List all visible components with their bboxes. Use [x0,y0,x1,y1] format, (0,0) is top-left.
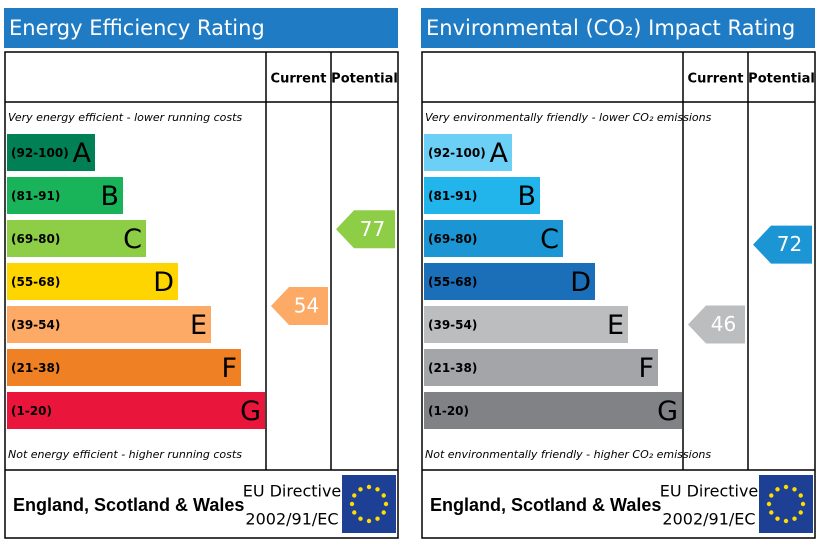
top-note: Very energy efficient - lower running co… [8,111,242,124]
rating-value: 46 [711,312,736,336]
column-header: Potential [331,72,398,87]
rating-value: 54 [294,294,319,318]
band [424,306,628,343]
band [424,177,540,214]
rating-value: 77 [360,217,385,241]
eu-star [766,501,772,507]
band-letter: B [517,181,536,212]
title-bar [421,8,815,48]
band-letter: C [540,224,559,255]
band-range: (69-80) [11,232,60,246]
band-range: (39-54) [428,318,477,332]
rating-arrow [753,225,812,264]
band-letter: B [100,181,119,212]
eu-star [375,516,380,521]
eu-star [775,516,780,521]
eu-star [798,510,803,515]
band [7,134,95,171]
rating-arrow [336,210,395,249]
band [7,349,241,386]
eu-star [798,493,803,498]
band [424,349,658,386]
eu-star [783,518,789,524]
band [7,306,211,343]
band-range: (1-20) [428,404,469,418]
band-range: (55-68) [428,275,477,289]
band [7,263,178,300]
band [424,392,682,429]
eu-star [775,487,780,492]
eu-star [800,501,806,507]
band [424,134,512,171]
band-letter: F [221,353,237,384]
eu-star [769,493,774,498]
eu-star [352,510,357,515]
band-range: (81-91) [11,189,60,203]
eu-star [769,510,774,515]
band [7,392,265,429]
band-letter: G [657,396,678,427]
band-letter: D [570,267,591,298]
column-header: Potential [748,72,815,87]
band-range: (1-20) [11,404,52,418]
band [7,220,146,257]
eu-star [383,501,389,507]
eu-star [375,487,380,492]
band-letter: E [190,310,207,341]
band-letter: A [73,138,92,169]
band [424,220,563,257]
eu-star [366,518,372,524]
eu-star [381,493,386,498]
band-letter: F [638,353,654,384]
top-note: Very environmentally friendly - lower CO… [425,111,712,124]
eu-star [381,510,386,515]
footer-region: England, Scotland & Wales [13,495,244,515]
band-range: (21-38) [428,361,477,375]
panel-title: Energy Efficiency Rating [9,16,265,40]
rating-arrow [271,287,328,325]
band-letter: A [490,138,509,169]
band [7,177,123,214]
band-letter: C [123,224,142,255]
band-range: (92-100) [428,146,486,160]
eu-star [352,493,357,498]
band-range: (69-80) [428,232,477,246]
eu-star [366,484,372,490]
eu-star [358,516,363,521]
band-range: (55-68) [11,275,60,289]
rating-value: 72 [777,232,802,256]
eu-star [783,484,789,490]
eu-star [792,516,797,521]
band-range: (39-54) [11,318,60,332]
rating-arrow [688,305,745,344]
column-header: Current [271,72,327,87]
footer-region: England, Scotland & Wales [430,495,661,515]
panel-title: Environmental (CO₂) Impact Rating [426,16,795,40]
band-letter: E [607,310,624,341]
band [424,263,595,300]
bottom-note: Not environmentally friendly - higher CO… [425,448,711,461]
column-header: Current [688,72,744,87]
eu-star [792,487,797,492]
directive: EU Directive [660,482,759,501]
band-letter: G [240,396,261,427]
band-letter: D [153,267,174,298]
band-range: (92-100) [11,146,69,160]
band-range: (21-38) [11,361,60,375]
directive: 2002/91/EC [245,510,338,529]
band-range: (81-91) [428,189,477,203]
directive: 2002/91/EC [662,510,755,529]
eu-star [349,501,355,507]
directive: EU Directive [243,482,342,501]
title-bar [4,8,398,48]
bottom-note: Not energy efficient - higher running co… [8,448,242,461]
eu-star [358,487,363,492]
